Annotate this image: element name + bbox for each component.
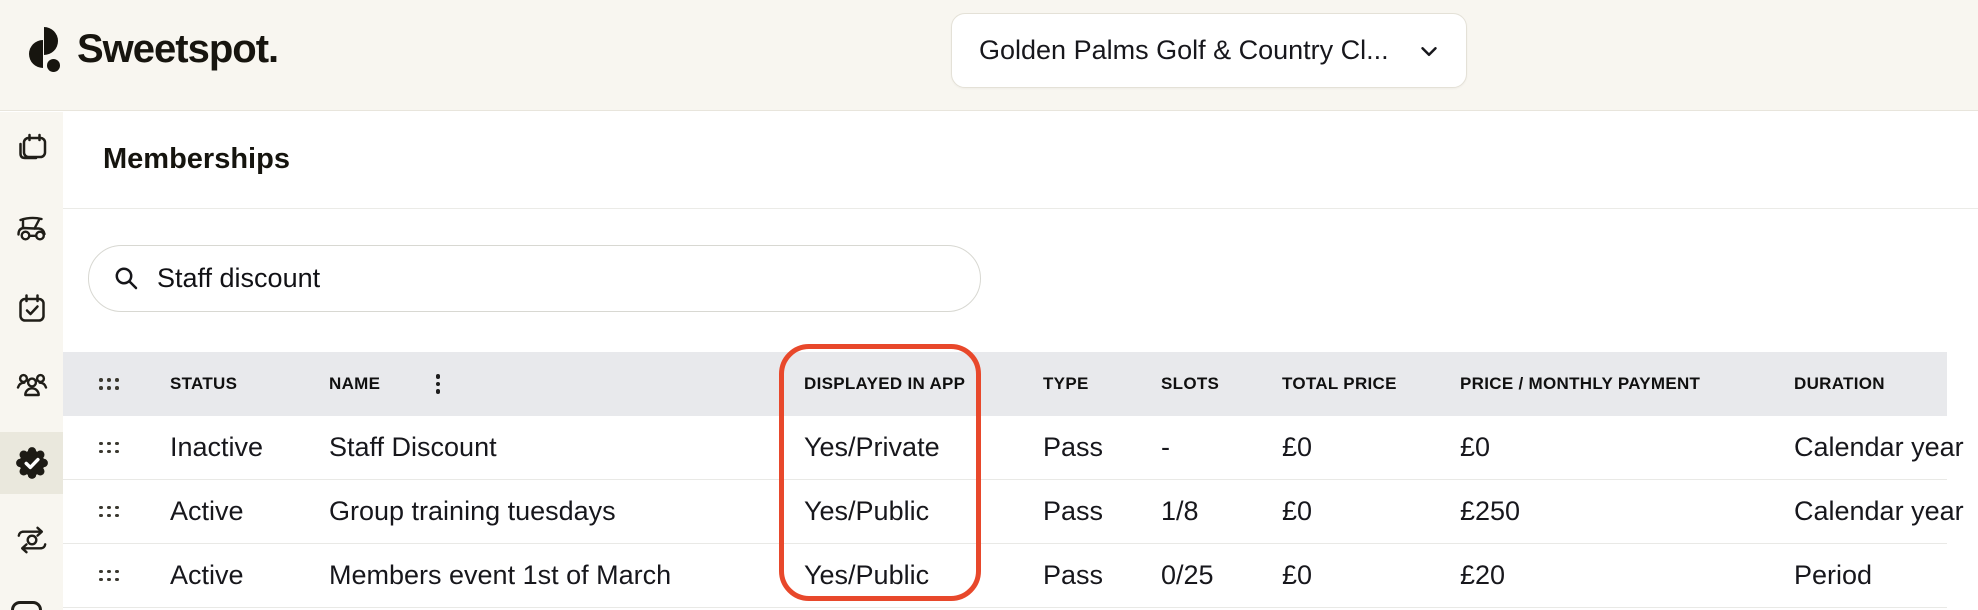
- sweetspot-mark-icon: [28, 26, 62, 73]
- sidebar-item-tee-sheet[interactable]: [0, 278, 63, 340]
- cell-status: Inactive: [170, 432, 264, 462]
- column-header-slots: SLOTS: [1161, 374, 1220, 393]
- sidebar-nav: [0, 112, 63, 610]
- cell-status: Active: [170, 560, 244, 590]
- golf-cart-icon: [15, 211, 49, 245]
- cell-total-price: £0: [1282, 432, 1313, 462]
- cell-name: Group training tuesdays: [329, 496, 616, 526]
- cell-price-monthly: £0: [1460, 432, 1491, 462]
- cell-status: Active: [170, 496, 244, 526]
- sidebar-item-members[interactable]: [0, 354, 63, 416]
- column-options-kebab-icon[interactable]: [428, 352, 448, 416]
- table-row-staff-discount[interactable]: Inactive Staff Discount Yes/Private Pass…: [63, 416, 1964, 480]
- column-header-displayed-in-app: DISPLAYED IN APP: [804, 374, 966, 393]
- calendar-check-icon: [15, 292, 49, 326]
- page-title: Memberships: [103, 143, 290, 175]
- sidebar-item-partial-icon: [11, 601, 42, 610]
- cell-type: Pass: [1043, 432, 1104, 462]
- column-header-price-monthly: PRICE / MONTHLY PAYMENT: [1460, 374, 1701, 393]
- column-header-duration: DURATION: [1794, 374, 1885, 393]
- column-header-status: STATUS: [170, 374, 238, 393]
- sidebar-item-memberships[interactable]: [0, 432, 63, 494]
- cell-displayed-in-app: Yes/Private: [804, 432, 940, 462]
- cell-price-monthly: £20: [1460, 560, 1506, 590]
- cell-total-price: £0: [1282, 496, 1313, 526]
- badge-check-icon: [15, 446, 49, 480]
- table-header-row: STATUS NAME DISPLAYED IN APP TYPE SLOTS …: [63, 352, 1947, 416]
- column-header-total-price: TOTAL PRICE: [1282, 374, 1397, 393]
- chevron-down-icon: [1416, 38, 1442, 64]
- cell-duration: Calendar year: [1794, 496, 1964, 526]
- cell-duration: Calendar year: [1794, 432, 1964, 462]
- sidebar-item-bookings[interactable]: [0, 119, 63, 181]
- main-content: Memberships STATUS NAME: [63, 112, 1978, 610]
- search-icon: [113, 265, 140, 292]
- cell-slots: 0/25: [1161, 560, 1214, 590]
- cell-displayed-in-app: Yes/Public: [804, 560, 930, 590]
- cell-total-price: £0: [1282, 560, 1313, 590]
- title-divider: [63, 208, 1978, 209]
- cell-displayed-in-app: Yes/Public: [804, 496, 930, 526]
- row-drag-handle[interactable]: [87, 480, 131, 543]
- search-box: [88, 245, 981, 312]
- members-icon: [15, 368, 49, 402]
- cash-transfer-icon: [15, 523, 49, 557]
- table-row-members-event[interactable]: Active Members event 1st of March Yes/Pu…: [63, 544, 1947, 608]
- brand-name: Sweetspot.: [77, 27, 279, 71]
- cell-type: Pass: [1043, 560, 1104, 590]
- table-row-group-training[interactable]: Active Group training tuesdays Yes/Publi…: [63, 480, 1964, 544]
- top-bar: Sweetspot. Golden Palms Golf & Country C…: [0, 0, 1978, 111]
- column-header-type: TYPE: [1043, 374, 1089, 393]
- sidebar-item-golf-carts[interactable]: [0, 197, 63, 259]
- cell-type: Pass: [1043, 496, 1104, 526]
- cell-duration: Period: [1794, 560, 1873, 590]
- search-input[interactable]: [157, 263, 980, 294]
- cell-slots: -: [1161, 432, 1170, 462]
- calendar-stack-icon: [15, 133, 49, 167]
- column-header-name: NAME: [329, 374, 381, 393]
- cell-slots: 1/8: [1161, 496, 1199, 526]
- sidebar-item-payments[interactable]: [0, 509, 63, 571]
- cell-name: Staff Discount: [329, 432, 497, 462]
- memberships-table: STATUS NAME DISPLAYED IN APP TYPE SLOTS …: [63, 352, 1964, 610]
- header-drag-handle[interactable]: [87, 352, 131, 416]
- cell-name: Members event 1st of March: [329, 560, 672, 590]
- row-drag-handle[interactable]: [87, 416, 131, 479]
- club-selector-dropdown[interactable]: Golden Palms Golf & Country Cl...: [951, 13, 1467, 88]
- cell-price-monthly: £250: [1460, 496, 1521, 526]
- club-selector-label: Golden Palms Golf & Country Cl...: [979, 35, 1389, 65]
- sweetspot-logo: Sweetspot.: [28, 26, 279, 73]
- row-drag-handle[interactable]: [87, 544, 131, 607]
